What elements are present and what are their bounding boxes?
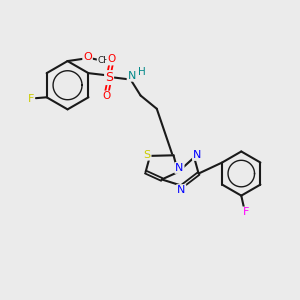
Text: N: N xyxy=(128,71,136,81)
Text: O: O xyxy=(107,54,116,64)
Text: F: F xyxy=(242,207,249,218)
Text: S: S xyxy=(105,71,113,84)
Text: O: O xyxy=(103,92,111,101)
Text: H: H xyxy=(138,67,145,77)
Text: N: N xyxy=(175,163,184,173)
Text: O: O xyxy=(83,52,92,62)
Text: F: F xyxy=(28,94,34,104)
Text: N: N xyxy=(177,185,185,195)
Text: CH₃: CH₃ xyxy=(98,56,114,65)
Text: S: S xyxy=(143,150,151,160)
Text: N: N xyxy=(193,150,201,160)
